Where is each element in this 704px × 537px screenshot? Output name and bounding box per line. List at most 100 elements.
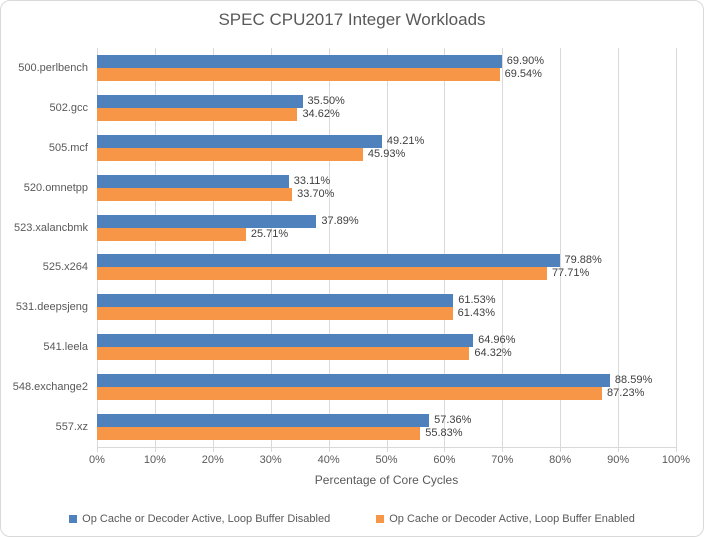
bar-series-0 bbox=[97, 334, 474, 348]
bar-value-label: 49.21% bbox=[386, 134, 425, 147]
x-tick-label: 30% bbox=[259, 454, 282, 466]
x-tick-label: 100% bbox=[661, 454, 691, 466]
bar-line: 57.36% bbox=[97, 413, 676, 427]
bar-series-0 bbox=[97, 54, 502, 68]
x-tick-label: 10% bbox=[143, 454, 166, 466]
bar-series-0 bbox=[97, 174, 289, 188]
bar-series-1 bbox=[97, 107, 298, 121]
x-tick-label: 40% bbox=[317, 454, 340, 466]
x-tick-label: 80% bbox=[549, 454, 572, 466]
bar-value-label: 33.70% bbox=[297, 187, 335, 200]
category-row: 525.x264 79.88% 77.71% bbox=[43, 247, 676, 287]
bar-line: 34.62% bbox=[97, 107, 676, 121]
bar-series-0 bbox=[97, 94, 303, 108]
bar-value-label: 61.53% bbox=[458, 294, 496, 307]
bar-line: 49.21% bbox=[97, 134, 676, 148]
bar-value-label: 34.62% bbox=[302, 107, 340, 120]
bar-series-0 bbox=[97, 254, 560, 268]
bar-series-1 bbox=[97, 426, 421, 440]
chart-title: SPEC CPU2017 Integer Workloads bbox=[218, 10, 486, 29]
category-row: 541.leela 64.96% 64.32% bbox=[43, 327, 676, 367]
legend-item-series-0: Op Cache or Decoder Active, Loop Buffer … bbox=[69, 513, 330, 525]
gridline bbox=[270, 48, 272, 452]
bar-value-label: 37.89% bbox=[321, 214, 359, 227]
bar-series-0 bbox=[97, 294, 454, 308]
bar-value-label: 77.71% bbox=[551, 267, 590, 280]
legend-swatch bbox=[69, 515, 78, 523]
bar-series-0 bbox=[97, 413, 430, 427]
bar-value-label: 64.32% bbox=[474, 347, 512, 360]
category-row: 520.omnetpp 33.11% 33.70% bbox=[24, 168, 676, 208]
bar-line: 61.53% bbox=[97, 294, 676, 308]
bar-value-label: 25.71% bbox=[250, 227, 289, 240]
category-row: 502.gcc 35.50% 34.62% bbox=[49, 88, 676, 128]
gridline bbox=[154, 48, 156, 452]
bar-line: 87.23% bbox=[97, 387, 676, 401]
category-label: 548.exchange2 bbox=[12, 381, 88, 394]
bar-series-1 bbox=[97, 387, 603, 401]
x-tick-label: 90% bbox=[607, 454, 630, 466]
bar-line: 64.96% bbox=[97, 334, 676, 348]
bar-line: 33.11% bbox=[97, 174, 676, 188]
category-row: 531.deepsjeng 61.53% 61.43% bbox=[16, 287, 676, 327]
x-tick-label: 50% bbox=[375, 454, 398, 466]
x-tick-label: 0% bbox=[89, 454, 105, 466]
plot-area: 0% 10% 20% 30% 40% 50% 60% 70% 80% 90% 100% 500.per… bbox=[13, 48, 690, 466]
category-label: 557.xz bbox=[55, 420, 88, 433]
gridline bbox=[560, 48, 562, 452]
category-row: 500.perlbench 69.90% 69.54% bbox=[18, 48, 676, 88]
bar-value-label: 79.88% bbox=[564, 254, 602, 267]
bar-series-1 bbox=[97, 347, 470, 361]
legend: Op Cache or Decoder Active, Loop Buffer … bbox=[1, 513, 703, 525]
category-row: 505.mcf 49.21% 45.93% bbox=[49, 128, 676, 168]
bar-value-label: 69.54% bbox=[504, 67, 542, 80]
gridline bbox=[212, 48, 214, 452]
bar-value-label: 33.11% bbox=[293, 174, 331, 187]
gridline bbox=[97, 48, 98, 452]
legend-item-series-1: Op Cache or Decoder Active, Loop Buffer … bbox=[376, 513, 635, 525]
category-label: 541.leela bbox=[43, 341, 88, 354]
gridline bbox=[676, 48, 677, 452]
bar-series-1 bbox=[97, 227, 246, 241]
bar-line: 35.50% bbox=[97, 94, 676, 108]
bar-line: 77.71% bbox=[97, 267, 676, 281]
bar-line: 79.88% bbox=[97, 254, 676, 268]
bar-value-label: 69.90% bbox=[506, 54, 545, 67]
x-axis-title: Percentage of Core Cycles bbox=[314, 473, 459, 487]
legend-swatch bbox=[376, 515, 385, 523]
bar-value-label: 55.83% bbox=[425, 426, 463, 439]
category-row: 557.xz 57.36% 55.83% bbox=[56, 407, 676, 447]
legend-label: Op Cache or Decoder Active, Loop Buffer … bbox=[389, 513, 635, 525]
bar-line: 25.71% bbox=[97, 227, 676, 241]
bar-series-0 bbox=[97, 134, 382, 148]
category-label: 525.x264 bbox=[42, 261, 88, 274]
gridline bbox=[386, 48, 388, 452]
bar-line: 64.32% bbox=[97, 347, 676, 361]
bar-line: 69.54% bbox=[97, 67, 676, 81]
gridline bbox=[618, 48, 620, 452]
bar-value-label: 88.59% bbox=[614, 374, 653, 387]
x-tick-label: 60% bbox=[433, 454, 456, 466]
bar-line: 45.93% bbox=[97, 147, 676, 161]
category-row: 523.xalancbmk 37.89% 25.71% bbox=[14, 208, 676, 248]
category-label: 500.perlbench bbox=[18, 61, 88, 74]
gridline bbox=[328, 48, 330, 452]
bar-series-1 bbox=[97, 147, 363, 161]
bar-series-1 bbox=[97, 187, 293, 201]
bar-series-1 bbox=[97, 67, 500, 81]
category-row: 548.exchange2 88.59% 87.23% bbox=[13, 367, 676, 407]
x-tick-label: 70% bbox=[491, 454, 514, 466]
bar-line: 61.43% bbox=[97, 307, 676, 321]
x-tick-label: 20% bbox=[201, 454, 224, 466]
bar-value-label: 87.23% bbox=[607, 387, 645, 400]
gridline bbox=[444, 48, 446, 452]
bar-value-label: 61.43% bbox=[457, 307, 495, 320]
bar-line: 33.70% bbox=[97, 187, 676, 201]
category-label: 520.omnetpp bbox=[23, 181, 88, 194]
category-label: 502.gcc bbox=[49, 101, 88, 114]
bar-line: 37.89% bbox=[97, 214, 676, 228]
bar-series-1 bbox=[97, 307, 453, 321]
category-label: 505.mcf bbox=[48, 141, 88, 154]
bar-series-0 bbox=[97, 374, 610, 388]
